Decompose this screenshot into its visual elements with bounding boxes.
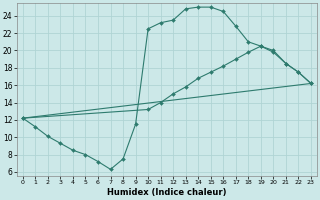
X-axis label: Humidex (Indice chaleur): Humidex (Indice chaleur) [107,188,227,197]
